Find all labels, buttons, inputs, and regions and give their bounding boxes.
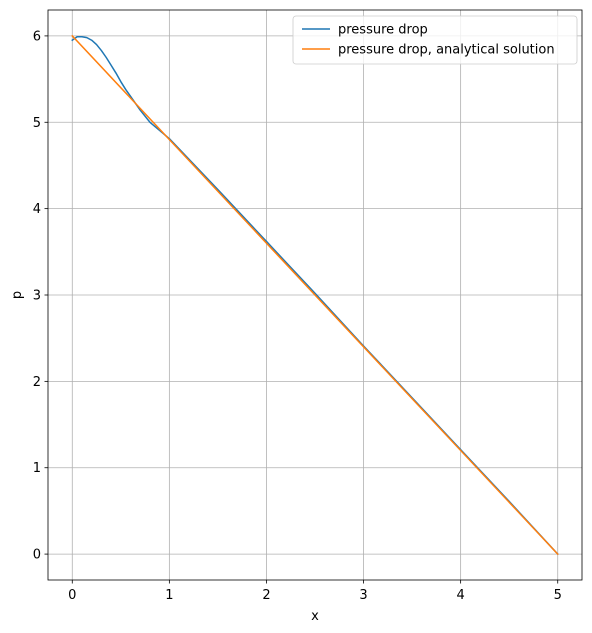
x-tick-label: 3 bbox=[359, 588, 367, 603]
legend: pressure drop pressure drop, analytical … bbox=[292, 15, 578, 65]
x-tick-label: 2 bbox=[262, 588, 270, 603]
legend-box bbox=[292, 15, 578, 65]
y-tick-label: 0 bbox=[33, 548, 41, 563]
y-tick-label: 6 bbox=[33, 29, 41, 44]
y-axis-label: p bbox=[10, 291, 25, 299]
y-tick-label: 2 bbox=[33, 375, 41, 390]
series-line-1 bbox=[71, 34, 559, 556]
y-tick-label: 5 bbox=[33, 116, 41, 131]
x-tick-label: 5 bbox=[554, 588, 562, 603]
y-tick-label: 4 bbox=[33, 202, 41, 217]
plot-lines bbox=[71, 34, 559, 556]
y-tick-label: 3 bbox=[33, 289, 41, 304]
x-axis-label: x bbox=[311, 609, 319, 624]
x-tick-label: 0 bbox=[68, 588, 76, 603]
x-tick-label: 1 bbox=[165, 588, 173, 603]
ticks: 0 1 2 3 4 5 0 1 2 3 4 5 6 bbox=[33, 29, 562, 603]
legend-label-pressure-drop: pressure drop bbox=[338, 23, 428, 38]
y-tick-label: 1 bbox=[33, 461, 41, 476]
x-tick-label: 4 bbox=[456, 588, 464, 603]
legend-label-analytical-solution: pressure drop, analytical solution bbox=[338, 43, 555, 58]
